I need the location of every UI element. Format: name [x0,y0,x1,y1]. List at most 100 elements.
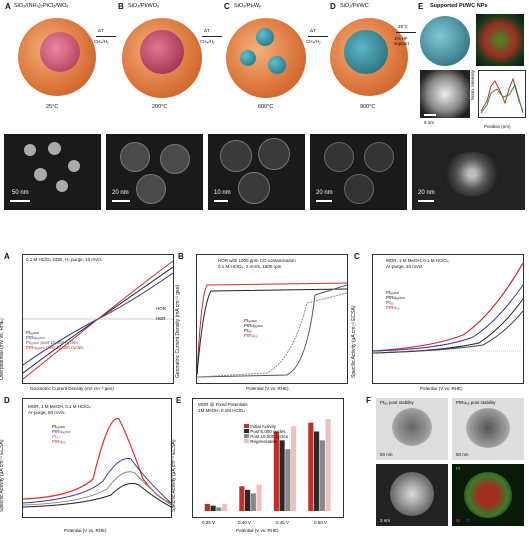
legend-c-3: PtRu₅ₒ [386,305,400,310]
arrow-2 [202,36,222,37]
plot-d-legend: Ptₔₒₘₘ PtRuₔₒₘₘ Pt₅ₒ PtRu₅ₒ [52,424,71,444]
legend-a-0: Ptₔₒₘₘ [26,330,40,335]
plot-d-ylabel: Specific Activity (μA cm⁻² ECSA) [0,439,5,512]
f-label-0: Pt₅ₒ post stability [380,400,414,405]
panel-e-formula: Supported Pt/WC NPs [430,3,488,9]
scalebar-inset [424,114,436,116]
arrow3-bottom: CH₄/H₂ [306,39,321,44]
tem-image-b: 20 nm [106,134,203,210]
plot-a-hor: HOR [156,306,166,311]
plot-c-curve-ptru-so [372,262,524,352]
line-profile-plot [478,70,526,118]
bar-3-0 [308,422,314,511]
plot-b-svg [196,282,348,378]
legend-d-1: PtRuₔₒₘₘ [52,429,71,434]
plot-b-ylabel: Geometric Current Density (mA cm⁻² geo) [175,284,181,378]
bar-0-0 [204,503,210,511]
bar-1-2 [250,493,256,511]
plot-a-her: HER [156,316,166,321]
legend-e-2: Post 10,000 cycles [244,434,288,439]
legend-d-3: PtRu₅ₒ [52,439,66,444]
sphere-d-shell [344,30,388,74]
plot-b-legend: Ptₔₒₘₘ PtRuₔₒₘₘ Pt₅ₒ PtRu₅ₒ [244,318,263,338]
legend-e-3: Regenerated [244,439,288,444]
legend-d-0: Ptₔₒₘₘ [52,424,66,429]
sphere-a-core [40,32,80,72]
scale-d: 20 nm [316,190,333,196]
synthesis-schematic-row: A SiO₂/(NH₄)₂PtCl₆/WOₓ 25°C ΔT CH₄/H₂ B … [0,0,529,210]
legend-b-2: Pt₅ₒ [244,328,252,333]
plot-c-ylabel: Specific Activity (μA cm⁻² ECSA) [351,305,357,378]
tem-image-d: 20 nm [310,134,407,210]
f-label-1: PtRu₅ₒ post stability [456,400,496,405]
plot-a-ylabel: Overpotential (mV vs. RHE) [0,318,5,380]
plot-a-title: 0.1 M HClO₄ GDE, H₂ purge, 10 mV/s [26,257,102,262]
profile-pt-line [480,83,524,114]
haadf-inset-e [420,70,470,118]
plot-c-legend: Ptₔₒₘₘ PtRuₔₒₘₘ Pt₅ₒ PtRu₅ₒ [386,290,405,310]
tem-f-pt: Pt₅ₒ post stability 50 nm [376,398,448,460]
legend-e-1: Post 5,000 cycles [244,429,288,434]
plot-d-curve-ptru-comm [22,457,172,504]
bar-0-3 [222,503,228,511]
legend-d-2: Pt₅ₒ [52,434,60,439]
plot-e-ylabel: Specific Activity (μA cm⁻² ECSA) [171,439,177,512]
bar-2-1 [279,440,285,511]
tem-f-ptru: PtRu₅ₒ post stability 50 nm [452,398,524,460]
legend-a-1: PtRuₔₒₘₘ [26,335,45,340]
plot-e-frame [192,398,344,518]
arrow2-top: ΔT [204,28,210,33]
legend-e-0: Initial Activity [244,424,288,429]
plot-e-group-1: 0.40 V [238,520,252,525]
panel-letter-plot-a: A [4,252,10,261]
panel-letter-plot-f: F [366,396,371,405]
panel-letter-a: A [5,2,11,11]
bar-0-1 [210,505,216,511]
eds-map-e [476,14,524,66]
arrow4-top: 25°C [398,24,409,29]
f-eds-w: W [456,518,461,523]
profile-xlabel: Position (nm) [484,124,511,129]
plot-c-svg [372,262,524,354]
plot-d-frame [22,398,172,518]
plot-a-curve-pt-her [22,318,99,374]
f-eds-pt: Pt [456,466,461,471]
plot-b-curve-ptru [196,282,348,376]
arrow1-bottom: CH₄/H₂ [94,39,109,44]
arrow4-bottom: 1% HF support [394,36,410,46]
tem-f-eds: Pt W Ti [452,464,524,526]
bar-1-3 [256,484,262,511]
particle-c2 [240,50,256,66]
plot-e-group-0: 0.35 V [202,520,216,525]
plot-b-curve-pt-comm [196,284,348,378]
legend-b-3: PtRu₅ₒ [244,333,258,338]
plot-e-group-3: 0.60 V [314,520,328,525]
temp-b: 200°C [152,104,168,110]
bar-3-3 [325,419,331,511]
scale-b: 20 nm [112,190,129,196]
plot-a-xlabel: Geometric Current Density (mA cm⁻² geo) [30,386,114,391]
plot-d-xlabel: Potential (V vs. RHE) [64,528,107,533]
plot-c-frame [372,254,524,384]
temp-c: 600°C [258,104,274,110]
f-scale-2: 2 nm [380,518,391,523]
inset-scale-label: 5 nm [424,120,435,125]
plot-d-svg [22,417,172,508]
plot-e-xlabel: Potential (V vs. RHE) [236,528,279,533]
plot-c-curve-ptru-comm [372,310,524,354]
plot-a-frame [22,254,174,384]
scale-c: 10 nm [214,190,231,196]
panel-letter-e: E [418,2,424,11]
bar-1-1 [245,489,251,511]
plot-c-title2: Ar-purge, 10 mV/s [386,264,423,269]
plot-a-curve-ptru-hor [97,272,174,320]
panel-letter-plot-c: C [354,252,360,261]
panel-letter-d: D [330,2,336,11]
tem-image-c: 10 nm [208,134,305,210]
panel-letter-b: B [118,2,124,11]
line-profile-svg [480,77,524,114]
plot-a-svg [22,260,174,380]
plot-c-title1: MOR, 1 M MeOH, 0.1 M HClO₄ [386,258,449,263]
panel-c-formula: SiO₂/PtₓWᵧ [234,3,261,9]
plot-e-title1: MOR @ Fixed Potentials [198,402,248,407]
